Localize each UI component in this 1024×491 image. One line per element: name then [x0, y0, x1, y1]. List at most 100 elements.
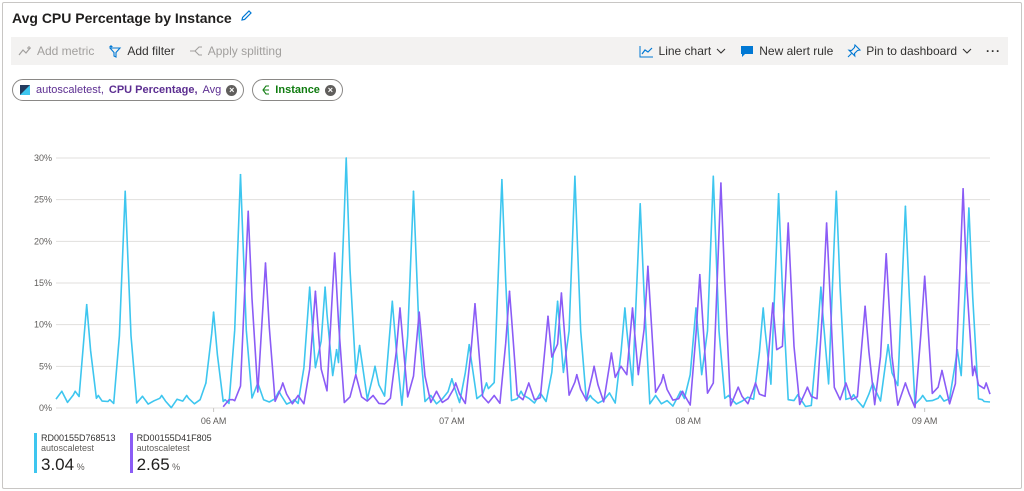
data-point — [754, 382, 757, 384]
y-tick-label: 30% — [34, 153, 52, 163]
data-point — [264, 262, 267, 264]
line-chart-icon — [639, 45, 653, 57]
legend-item[interactable]: RD00155D41F805 autoscaletest 2.65 % — [129, 433, 212, 475]
edit-pencil-icon[interactable] — [240, 9, 253, 27]
data-point — [662, 373, 665, 376]
y-tick-label: 20% — [34, 236, 52, 246]
data-point — [589, 394, 592, 397]
data-point — [820, 286, 822, 288]
data-point — [647, 265, 649, 268]
legend-resource-name: autoscaletest — [136, 443, 190, 453]
data-point — [885, 253, 888, 255]
y-tick-label: 10% — [34, 320, 52, 330]
data-point — [429, 394, 432, 397]
data-point — [308, 286, 311, 288]
legend-value: 2.65 % — [137, 455, 212, 475]
data-point — [939, 394, 941, 397]
data-point — [391, 300, 394, 303]
metric-pill-aggregation: Avg — [202, 84, 222, 96]
data-point — [574, 175, 576, 178]
apply-splitting-button[interactable]: Apply splitting — [182, 37, 289, 65]
legend-value-unit: % — [74, 462, 85, 472]
data-point — [97, 394, 100, 397]
data-point — [418, 311, 421, 313]
data-point — [239, 173, 242, 176]
data-point — [712, 175, 715, 178]
data-point — [968, 207, 970, 209]
data-point — [435, 390, 438, 393]
add-metric-button[interactable]: Add metric — [11, 37, 101, 65]
split-pill[interactable]: Instance × — [252, 79, 343, 101]
metric-pills: autoscaletest, CPU Percentage, Avg × Ins… — [12, 79, 343, 101]
legend-item[interactable]: RD00155D768513 autoscaletest 3.04 % — [34, 433, 116, 475]
data-point — [747, 396, 749, 398]
data-point — [60, 390, 63, 393]
data-point — [412, 190, 415, 193]
more-options-button[interactable]: ··· — [979, 37, 1008, 65]
pin-to-dashboard-label: Pin to dashboard — [866, 44, 957, 58]
legend-series-name: RD00155D41F805 — [136, 433, 212, 443]
data-point — [695, 307, 697, 309]
data-point — [520, 390, 522, 393]
metric-pill-resource: autoscaletest, — [36, 84, 104, 96]
data-point — [762, 307, 765, 309]
data-point — [547, 315, 549, 318]
pin-to-dashboard-dropdown[interactable]: Pin to dashboard — [840, 37, 979, 65]
data-point — [124, 190, 126, 193]
chart-title: Avg CPU Percentage by Instance — [12, 10, 232, 26]
data-point — [399, 307, 401, 309]
data-point — [451, 378, 453, 380]
data-point — [355, 373, 357, 376]
splitting-icon — [189, 46, 202, 56]
data-point — [864, 305, 866, 308]
data-point — [85, 303, 88, 306]
remove-split-close-icon[interactable]: × — [324, 84, 336, 96]
data-point — [921, 394, 924, 397]
splitting-icon — [262, 85, 270, 95]
line-chart: 30% 25% 20% 15% 10% 5% 0% 06 AM 07 AM 08 AM 09 AM — [34, 153, 991, 426]
data-point — [904, 382, 907, 384]
data-point — [185, 394, 188, 397]
data-point — [787, 222, 790, 224]
data-point — [679, 390, 682, 393]
data-point — [973, 365, 976, 368]
x-tick-label: 09 AM — [912, 416, 938, 426]
data-point — [527, 382, 530, 384]
chevron-down-icon — [962, 48, 972, 54]
legend-series-name: RD00155D768513 — [41, 433, 116, 443]
data-point — [345, 157, 347, 159]
filter-icon — [109, 44, 122, 58]
app-service-icon — [20, 85, 30, 95]
data-point — [333, 252, 336, 254]
data-point — [845, 382, 847, 384]
data-point — [699, 273, 701, 276]
data-point — [624, 307, 626, 309]
data-point — [358, 344, 361, 347]
new-alert-rule-label: New alert rule — [759, 44, 834, 58]
data-point — [508, 290, 511, 293]
line-chart-dropdown[interactable]: Line chart — [632, 37, 734, 65]
data-point — [887, 343, 889, 346]
legend-text: RD00155D768513 autoscaletest 3.04 % — [41, 433, 116, 475]
data-point — [681, 390, 684, 393]
data-point — [374, 365, 376, 368]
metric-pill[interactable]: autoscaletest, CPU Percentage, Avg × — [12, 79, 245, 101]
data-point — [224, 398, 226, 401]
legend-value-unit: % — [169, 462, 181, 472]
legend-resource-name: autoscaletest — [41, 443, 95, 453]
remove-metric-close-icon[interactable]: × — [226, 84, 238, 96]
legend-color-bar — [129, 433, 133, 473]
apply-splitting-label: Apply splitting — [207, 44, 282, 58]
data-point — [205, 382, 207, 384]
chevron-down-icon — [716, 48, 726, 54]
legend: RD00155D768513 autoscaletest 3.04 % RD00155… — [34, 433, 212, 475]
data-point — [962, 188, 964, 190]
data-point — [941, 369, 943, 372]
data-point — [314, 290, 317, 293]
new-alert-rule-button[interactable]: New alert rule — [733, 37, 840, 65]
data-point — [247, 210, 249, 213]
x-tick-label: 07 AM — [439, 416, 465, 426]
data-point — [493, 394, 495, 397]
add-filter-button[interactable]: Add filter — [101, 37, 181, 65]
title-row: Avg CPU Percentage by Instance — [12, 9, 253, 27]
